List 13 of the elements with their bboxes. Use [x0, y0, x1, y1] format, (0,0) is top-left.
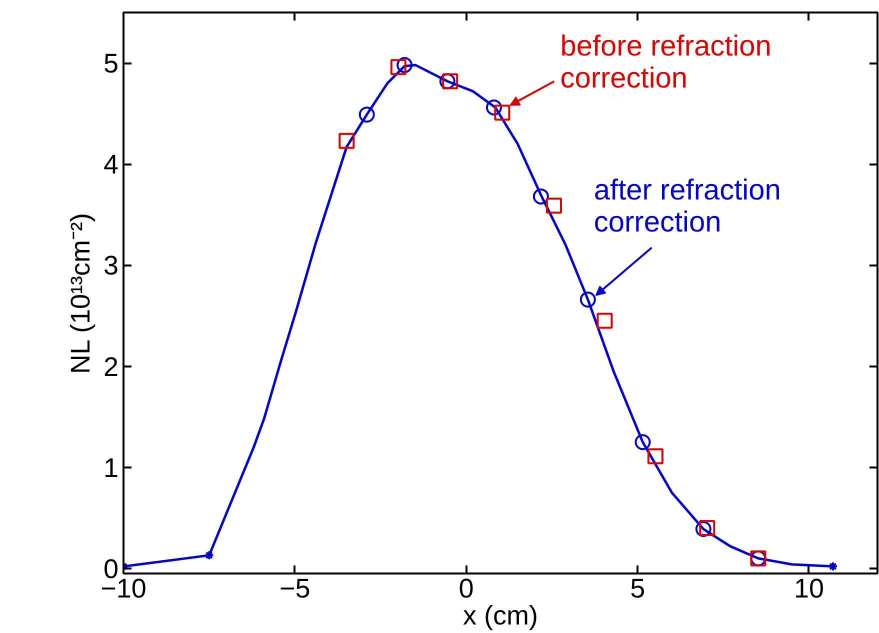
y-axis-title: NL (10¹³cm⁻²): [65, 213, 96, 374]
annotation: after refraction correction: [594, 174, 781, 239]
x-axis-title: x (cm): [463, 600, 538, 630]
y-tick-label: 4: [103, 150, 119, 180]
y-tick-label: 5: [103, 48, 119, 79]
y-tick-label: 2: [103, 352, 119, 382]
x-tick-label: −5: [279, 574, 310, 604]
x-tick-label: 0: [458, 574, 474, 604]
y-tick-label: 3: [103, 250, 119, 281]
x-tick-label: 10: [794, 574, 824, 604]
y-tick-label: 1: [103, 452, 119, 483]
annotation: before refraction correction: [560, 30, 772, 95]
x-tick-label: 5: [630, 574, 646, 604]
